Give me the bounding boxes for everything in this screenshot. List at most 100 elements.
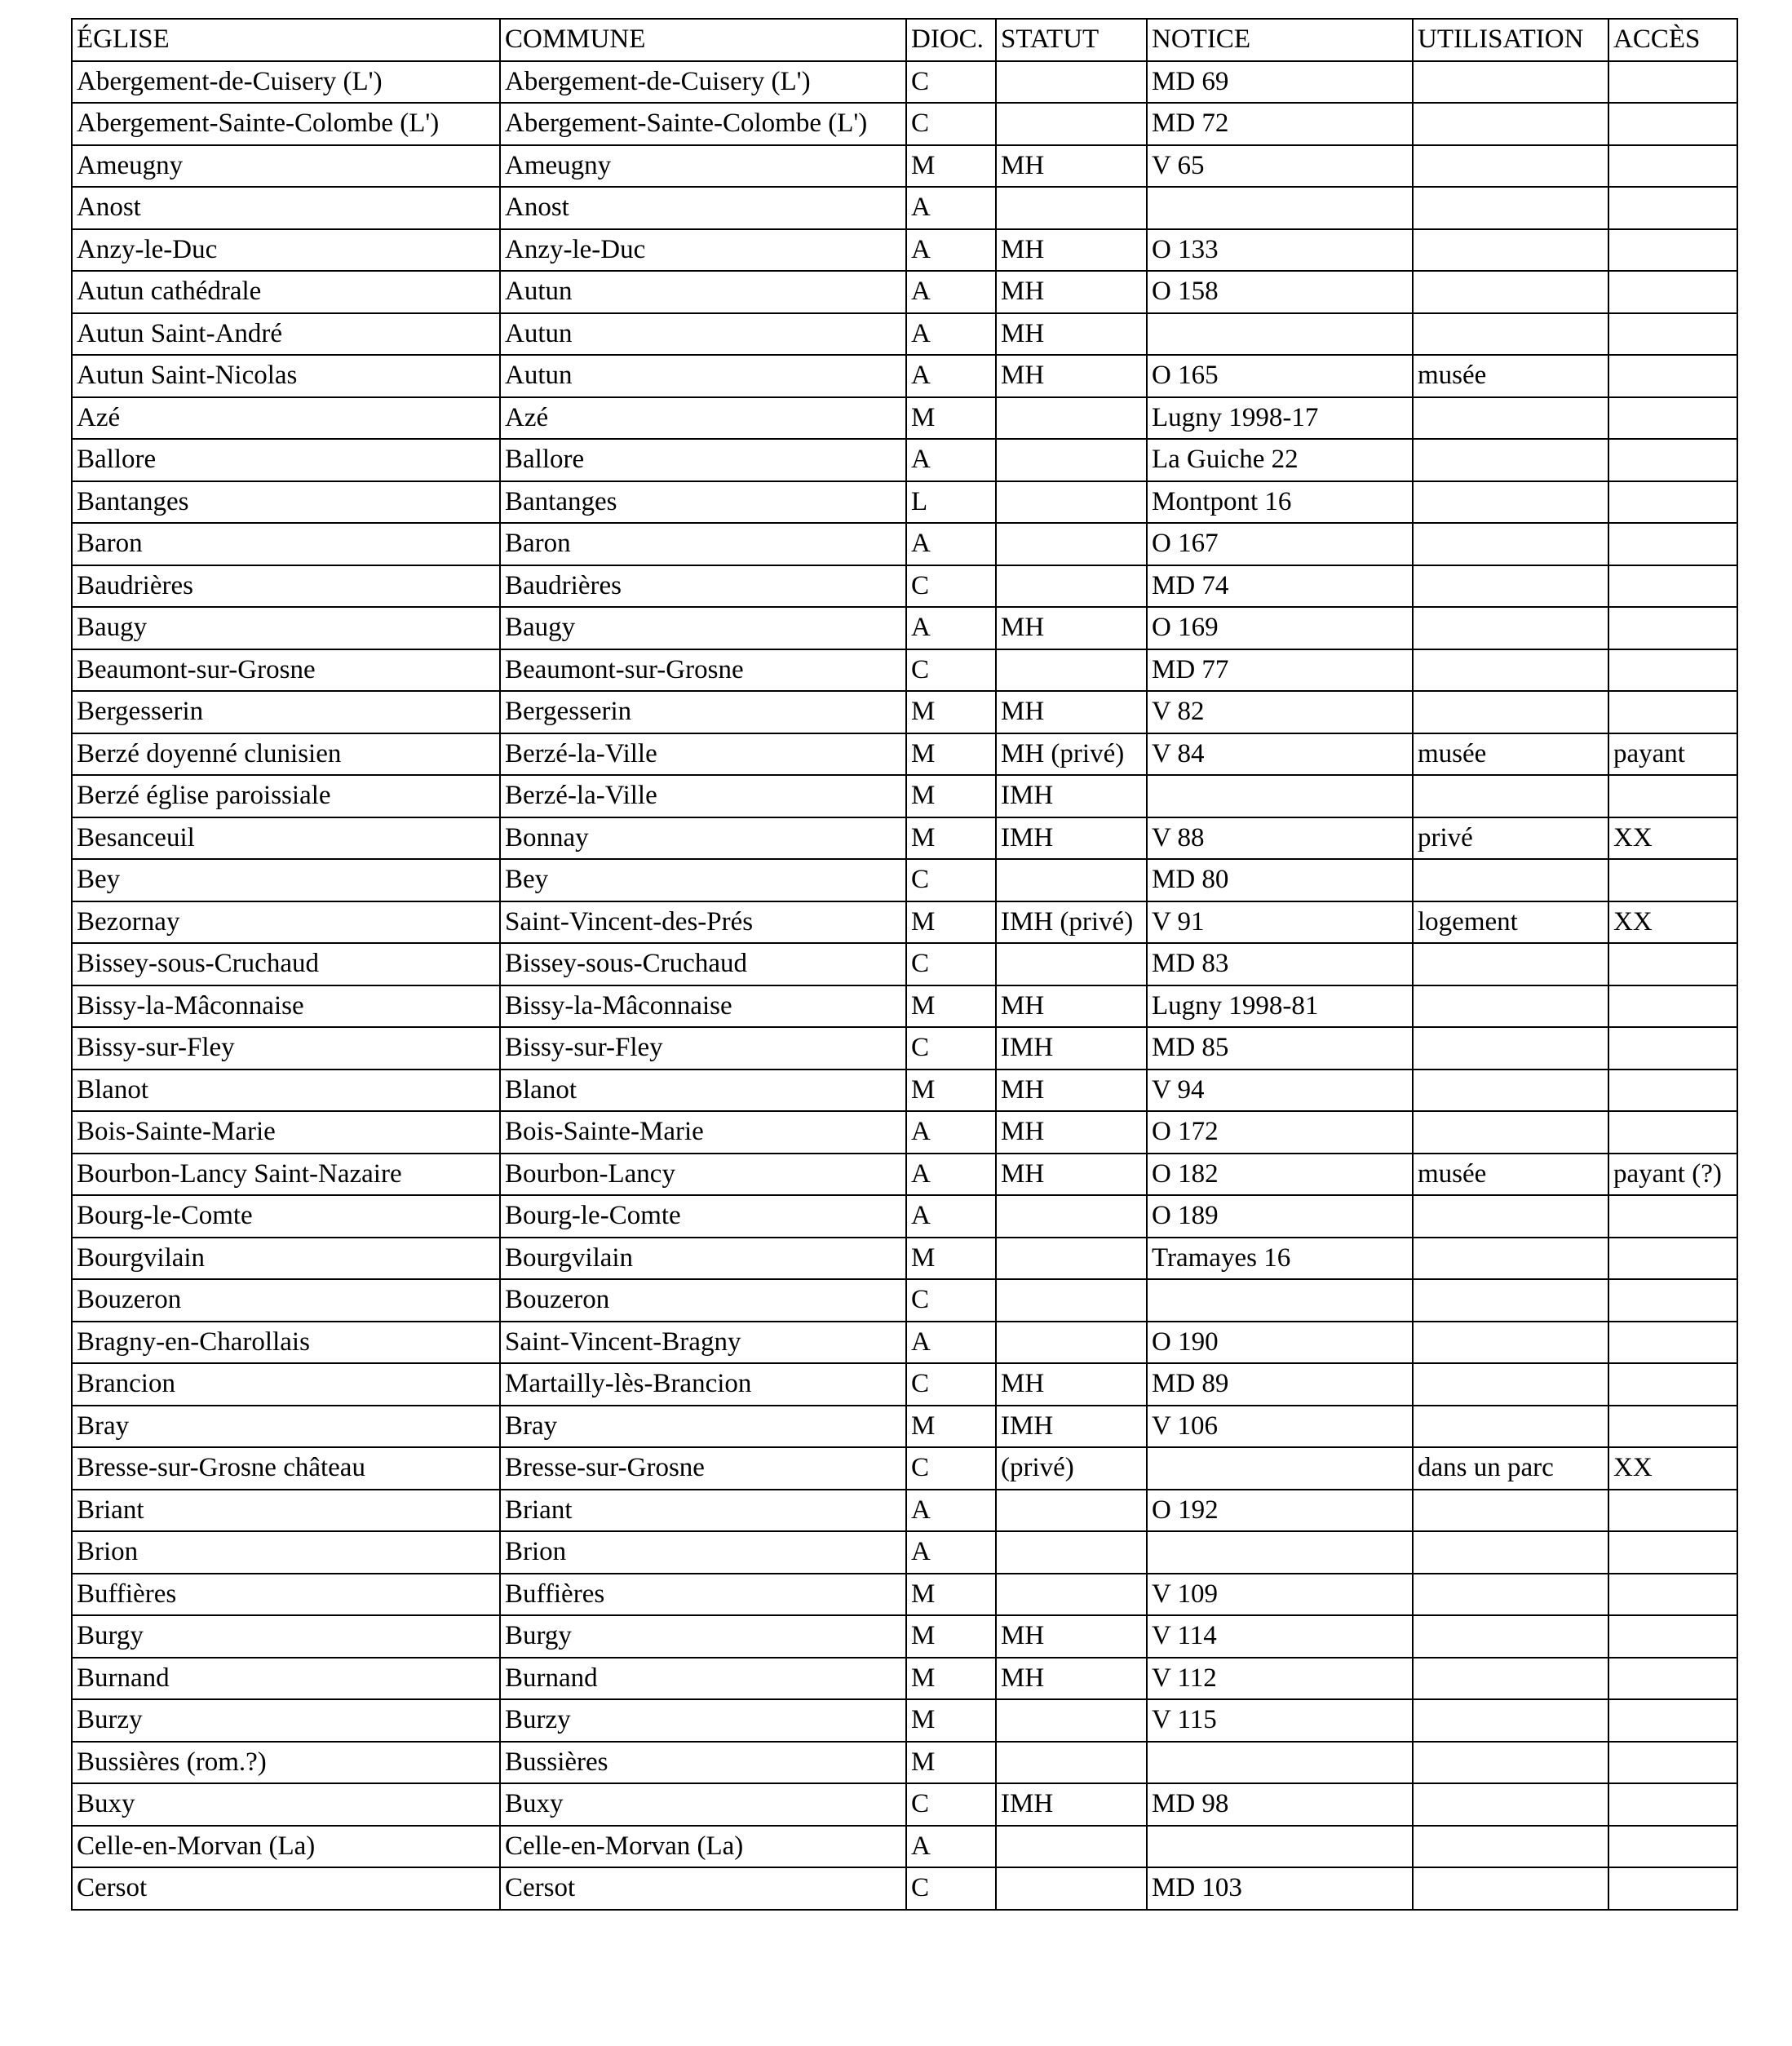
header-row: ÉGLISE COMMUNE DIOC. STATUT NOTICE UTILISATIO… — [71, 18, 1738, 62]
table-cell: MH — [995, 1656, 1148, 1700]
table-row: Bey Bey C MD 80 — [71, 858, 1738, 902]
table-cell: Bantanges — [499, 480, 907, 524]
table-cell — [1608, 1867, 1738, 1911]
table-cell — [1412, 942, 1609, 986]
table-cell: MH — [995, 354, 1148, 398]
table-cell: Brion — [71, 1530, 501, 1574]
table-body: Abergement-de-Cuisery (L') Abergement-de-… — [71, 60, 1738, 1911]
header-cell: NOTICE — [1146, 18, 1414, 62]
table-cell: M — [905, 1572, 997, 1616]
table-cell: O 167 — [1146, 522, 1414, 566]
table-cell: Lugny 1998-17 — [1146, 396, 1414, 440]
table-row: Ameugny Ameugny M MH V 65 — [71, 144, 1738, 188]
table-cell: Abergement-de-Cuisery (L') — [71, 60, 501, 104]
table-cell: Berzé église paroissiale — [71, 774, 501, 818]
table-cell — [1608, 1572, 1738, 1616]
table-cell: MH — [995, 228, 1148, 272]
table-cell — [1146, 186, 1414, 230]
table-cell: privé — [1412, 816, 1609, 860]
table-cell: Bouzeron — [71, 1278, 501, 1322]
table-cell: Tramayes 16 — [1146, 1236, 1414, 1280]
table-cell: MH — [995, 1068, 1148, 1112]
table-cell: Bissy-sur-Fley — [71, 1026, 501, 1070]
table-cell: Burgy — [499, 1614, 907, 1658]
table-cell: Bey — [499, 858, 907, 902]
table-cell: Beaumont-sur-Grosne — [499, 648, 907, 692]
table-cell: C — [905, 1782, 997, 1827]
table-cell — [1412, 1404, 1609, 1448]
table-cell: musée — [1412, 354, 1609, 398]
table-cell — [1412, 1572, 1609, 1616]
table-cell: Bouzeron — [499, 1278, 907, 1322]
table-cell — [995, 522, 1148, 566]
table-cell — [1412, 1530, 1609, 1574]
table-cell — [1608, 1824, 1738, 1868]
table-cell — [1412, 1278, 1609, 1322]
table-cell: Abergement-de-Cuisery (L') — [499, 60, 907, 104]
table-cell — [1608, 354, 1738, 398]
table-cell: M — [905, 1404, 997, 1448]
table-cell: IMH — [995, 816, 1148, 860]
table-cell — [1412, 396, 1609, 440]
table-cell: M — [905, 732, 997, 776]
table-cell: Buxy — [71, 1782, 501, 1827]
table-cell: Bantanges — [71, 480, 501, 524]
table-cell — [1412, 438, 1609, 482]
table-cell: Briant — [499, 1488, 907, 1532]
table-cell: M — [905, 396, 997, 440]
table-cell: A — [905, 1824, 997, 1868]
table-cell: MD 80 — [1146, 858, 1414, 902]
table-cell — [1608, 1488, 1738, 1532]
table-cell: Bourg-le-Comte — [71, 1194, 501, 1238]
table-cell: Autun — [499, 270, 907, 314]
table-cell — [995, 1740, 1148, 1784]
table-cell: Bourgvilain — [71, 1236, 501, 1280]
table-cell — [995, 1278, 1148, 1322]
table-cell: Bourbon-Lancy — [499, 1152, 907, 1196]
table-cell: Burgy — [71, 1614, 501, 1658]
table-row: Burgy Burgy M MH V 114 — [71, 1614, 1738, 1658]
table-cell: (privé) — [995, 1446, 1148, 1490]
table-cell: L — [905, 480, 997, 524]
table-cell: payant (?) — [1608, 1152, 1738, 1196]
table-cell: Bussières (rom.?) — [71, 1740, 501, 1784]
table-cell: MD 69 — [1146, 60, 1414, 104]
table-cell — [1608, 1740, 1738, 1784]
table-cell: O 192 — [1146, 1488, 1414, 1532]
table-cell: A — [905, 1110, 997, 1154]
table-row: Bantanges Bantanges L Montpont 16 — [71, 480, 1738, 524]
table-cell: Bissy-la-Mâconnaise — [71, 984, 501, 1028]
table-cell: Bourbon-Lancy Saint-Nazaire — [71, 1152, 501, 1196]
table-row: Bourbon-Lancy Saint-Nazaire Bourbon-Lancy… — [71, 1152, 1738, 1196]
table-cell: Berzé doyenné clunisien — [71, 732, 501, 776]
table-row: Buffières Buffières M V 109 — [71, 1572, 1738, 1616]
table-cell — [1146, 1278, 1414, 1322]
table-cell: XX — [1608, 816, 1738, 860]
table-cell: Bray — [71, 1404, 501, 1448]
header-cell: COMMUNE — [499, 18, 907, 62]
table-cell — [1412, 102, 1609, 146]
table-cell — [1608, 396, 1738, 440]
table-cell — [1146, 312, 1414, 356]
table-cell: M — [905, 1614, 997, 1658]
table-cell: musée — [1412, 1152, 1609, 1196]
table-row: Baudrières Baudrières C MD 74 — [71, 564, 1738, 608]
table-cell — [1412, 690, 1609, 734]
table-row: Briant Briant A O 192 — [71, 1488, 1738, 1532]
table-cell: M — [905, 984, 997, 1028]
table-cell — [1412, 480, 1609, 524]
table-cell: Celle-en-Morvan (La) — [499, 1824, 907, 1868]
church-table: ÉGLISE COMMUNE DIOC. STATUT NOTICE UTILISATIO… — [71, 18, 1738, 1911]
table-cell — [995, 102, 1148, 146]
table-cell: Brion — [499, 1530, 907, 1574]
table-cell — [1608, 1026, 1738, 1070]
table-row: Burnand Burnand M MH V 112 — [71, 1656, 1738, 1700]
table-row: Baugy Baugy A MH O 169 — [71, 606, 1738, 650]
table-cell: Azé — [71, 396, 501, 440]
table-cell: Abergement-Sainte-Colombe (L') — [71, 102, 501, 146]
table-cell — [1608, 144, 1738, 188]
table-cell: V 88 — [1146, 816, 1414, 860]
table-cell — [1608, 1404, 1738, 1448]
table-cell: Azé — [499, 396, 907, 440]
table-cell — [1608, 606, 1738, 650]
